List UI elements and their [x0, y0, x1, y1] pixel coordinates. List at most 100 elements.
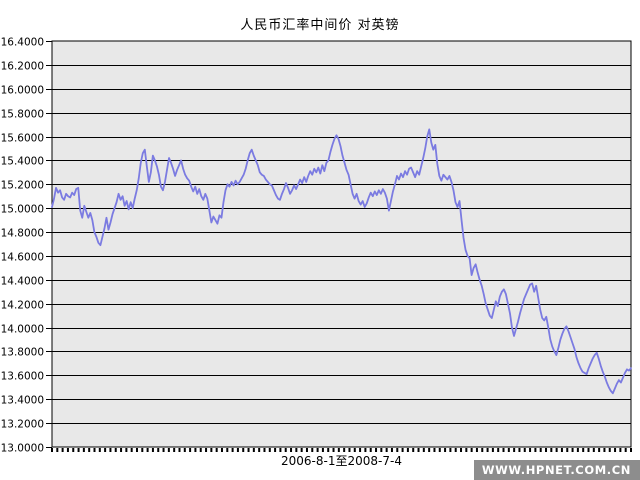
- x-tick: [311, 448, 314, 452]
- x-tick: [316, 448, 319, 452]
- x-tick: [417, 448, 420, 452]
- y-tick-label: 15.0000: [1, 204, 44, 216]
- x-tick: [444, 448, 447, 452]
- y-tick-label: 13.8000: [1, 347, 44, 359]
- x-tick: [56, 448, 59, 452]
- y-tick-label: 13.2000: [1, 419, 44, 431]
- y-tick-label: 14.6000: [1, 252, 44, 264]
- x-tick: [545, 448, 548, 452]
- x-tick: [120, 448, 123, 452]
- x-tick: [162, 448, 165, 452]
- x-tick: [614, 448, 617, 452]
- y-tick-label: 13.4000: [1, 395, 44, 407]
- x-tick: [513, 448, 516, 452]
- x-tick: [125, 448, 128, 452]
- x-tick: [550, 448, 553, 452]
- x-tick: [449, 448, 452, 452]
- y-tick-label: 14.8000: [1, 228, 44, 240]
- x-tick: [199, 448, 202, 452]
- x-tick: [178, 448, 181, 452]
- x-tick: [146, 448, 149, 452]
- x-tick: [274, 448, 277, 452]
- x-tick: [401, 448, 404, 452]
- x-tick: [630, 448, 632, 452]
- x-tick: [141, 448, 144, 452]
- plot-border: [51, 40, 632, 448]
- exchange-rate-line: [51, 128, 632, 395]
- x-tick: [353, 448, 356, 452]
- x-tick: [624, 448, 627, 452]
- x-tick: [88, 448, 91, 452]
- x-tick: [72, 448, 75, 452]
- x-tick: [422, 448, 425, 452]
- x-tick: [502, 448, 505, 452]
- x-tick: [359, 448, 362, 452]
- x-tick: [183, 448, 186, 452]
- x-tick: [173, 448, 176, 452]
- x-tick: [268, 448, 271, 452]
- x-tick: [507, 448, 510, 452]
- x-tick: [284, 448, 287, 452]
- x-tick: [220, 448, 223, 452]
- x-axis-label: 2006-8-1至2008-7-4: [281, 454, 402, 468]
- x-tick: [66, 448, 69, 452]
- x-tick: [582, 448, 585, 452]
- x-tick: [236, 448, 239, 452]
- y-tick-label: 16.4000: [1, 37, 44, 49]
- x-tick: [194, 448, 197, 452]
- x-tick: [93, 448, 96, 452]
- x-tick: [215, 448, 218, 452]
- x-tick: [348, 448, 351, 452]
- x-tick: [205, 448, 208, 452]
- x-tick: [454, 448, 457, 452]
- x-tick: [576, 448, 579, 452]
- y-tick-label: 15.8000: [1, 109, 44, 121]
- x-tick: [210, 448, 213, 452]
- x-tick: [247, 448, 250, 452]
- x-tick: [380, 448, 383, 452]
- x-tick: [332, 448, 335, 452]
- x-tick: [135, 448, 138, 452]
- x-tick: [539, 448, 542, 452]
- x-tick: [242, 448, 245, 452]
- x-tick: [486, 448, 489, 452]
- x-tick: [491, 448, 494, 452]
- x-tick: [263, 448, 266, 452]
- chart-title: 人民币汇率中间价 对英镑: [240, 18, 400, 33]
- x-tick: [252, 448, 255, 452]
- x-tick: [385, 448, 388, 452]
- x-tick: [98, 448, 101, 452]
- x-tick: [470, 448, 473, 452]
- x-tick: [167, 448, 170, 452]
- x-tick: [412, 448, 415, 452]
- x-tick: [608, 448, 611, 452]
- x-tick: [475, 448, 478, 452]
- plot-area: [52, 41, 631, 447]
- y-tick-label: 16.2000: [1, 61, 44, 73]
- x-tick: [279, 448, 282, 452]
- y-tick-label: 15.2000: [1, 180, 44, 192]
- x-tick: [571, 448, 574, 452]
- x-tick: [497, 448, 500, 452]
- x-tick: [231, 448, 234, 452]
- x-tick: [290, 448, 293, 452]
- y-tick-label: 15.6000: [1, 133, 44, 145]
- x-tick: [465, 448, 468, 452]
- x-tick: [396, 448, 399, 452]
- x-tick: [428, 448, 431, 452]
- x-tick: [51, 448, 53, 452]
- x-tick: [189, 448, 192, 452]
- x-tick: [130, 448, 133, 452]
- x-tick: [364, 448, 367, 452]
- y-tick-label: 14.4000: [1, 276, 44, 288]
- x-tick: [258, 448, 261, 452]
- x-tick: [390, 448, 393, 452]
- x-tick: [295, 448, 298, 452]
- x-tick: [406, 448, 409, 452]
- x-tick: [603, 448, 606, 452]
- x-tick: [460, 448, 463, 452]
- x-tick: [369, 448, 372, 452]
- y-tick-label: 14.0000: [1, 324, 44, 336]
- x-tick: [566, 448, 569, 452]
